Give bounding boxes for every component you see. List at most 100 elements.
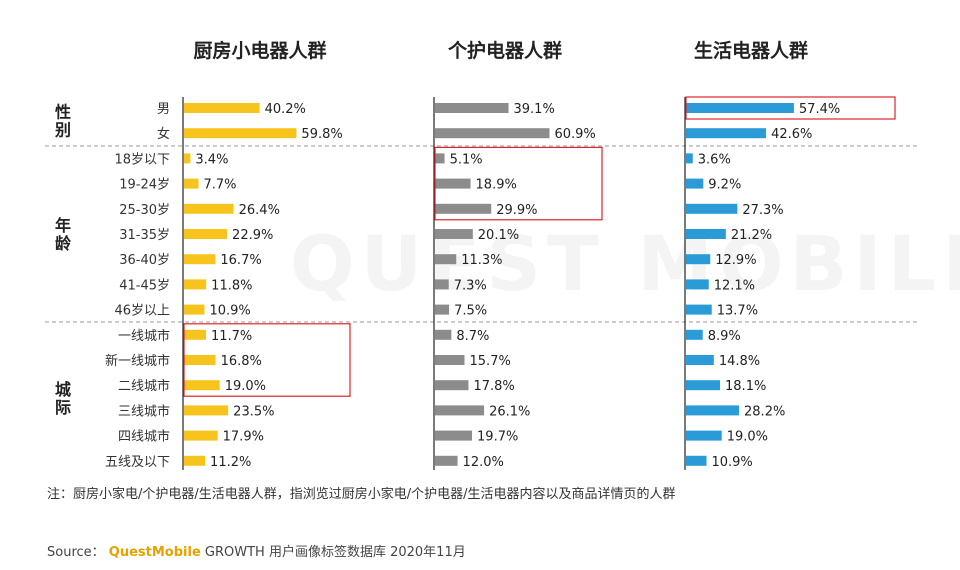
category-label: 一线城市 [118,328,170,344]
data-label: 9.2% [708,178,741,193]
category-label: 36-40岁 [119,253,170,268]
bar [184,455,206,466]
data-label: 18.1% [725,379,766,394]
data-label: 29.9% [496,203,537,218]
data-label: 59.8% [301,127,342,142]
data-label: 40.2% [265,102,306,117]
category-label: 46岁以上 [114,304,170,319]
data-label: 10.9% [209,304,250,319]
data-label: 17.8% [473,379,514,394]
source-text: GROWTH 用户画像标签数据库 2020年11月 [204,545,466,560]
bar [435,380,469,391]
bar [686,229,726,239]
bar [435,103,509,113]
category-label: 41-45岁 [119,278,170,293]
data-label: 26.1% [489,404,530,419]
data-label: 11.8% [211,278,252,293]
data-label: 28.2% [744,404,785,419]
category-label: 31-35岁 [119,228,170,243]
data-label: 39.1% [514,102,555,117]
highlight-box [434,146,603,221]
bar [184,178,199,189]
group-label: 城际 [55,380,71,417]
data-label: 22.9% [232,228,273,243]
data-label: 19.7% [477,430,518,445]
highlight-box [685,96,896,120]
category-label: 18岁以下 [114,152,170,167]
panel-title: 生活电器人群 [694,39,808,62]
data-label: 7.7% [203,178,236,193]
category-label: 25-30岁 [119,203,170,218]
data-label: 8.7% [456,329,489,344]
bar [184,103,260,113]
bar [686,430,722,441]
data-label: 18.9% [476,178,517,193]
data-label: 13.7% [717,304,758,319]
data-label: 16.8% [221,354,262,369]
bar [686,128,767,139]
group-label: 年龄 [55,216,72,253]
bar [184,329,206,340]
category-label: 新一线城市 [105,353,170,369]
data-label: 7.5% [454,304,487,319]
bar [184,355,216,365]
bar [435,254,457,265]
bar [435,153,445,164]
bar [686,455,707,466]
data-label: 20.1% [478,228,519,243]
data-label: 8.9% [708,329,741,344]
bar [686,103,794,113]
data-label: 11.2% [210,455,251,470]
data-label: 7.3% [454,278,487,293]
bar [686,329,703,340]
bar [435,279,449,290]
bar [435,355,465,365]
watermark-text: QUEST MOBILE [290,219,960,308]
data-label: 14.8% [719,354,760,369]
bar [686,304,712,315]
bar [184,380,220,391]
data-label: 12.9% [715,253,756,268]
panel-title: 个护电器人群 [447,39,562,62]
bar [184,153,191,164]
data-label: 10.9% [711,455,752,470]
data-label: 12.1% [714,278,755,293]
bar [435,128,550,139]
bar [184,203,234,214]
data-label: 15.7% [470,354,511,369]
data-label: 19.0% [727,430,768,445]
bar [686,203,738,214]
data-label: 21.2% [731,228,772,243]
category-label: 三线城市 [118,403,170,419]
data-label: 16.7% [220,253,261,268]
bar [686,380,721,391]
bar [184,254,216,265]
data-label: 57.4% [799,102,840,117]
bar [435,203,492,214]
category-label: 二线城市 [118,378,170,394]
bar [686,355,714,365]
data-label: 27.3% [742,203,783,218]
bar [184,405,229,416]
group-label: 性别 [54,103,71,140]
bar [686,279,709,290]
bar [686,178,704,189]
category-label: 男 [157,102,170,117]
bar [435,304,450,315]
data-label: 11.7% [211,329,252,344]
source-brand: QuestMobile [108,545,201,560]
data-label: 26.4% [239,203,280,218]
bar [435,405,485,416]
data-label: 17.9% [223,430,264,445]
bar [435,178,471,189]
bar [435,455,458,466]
category-label: 四线城市 [118,429,170,445]
data-label: 3.6% [698,152,731,167]
data-label: 12.0% [463,455,504,470]
bar [435,229,473,239]
bar [184,304,205,315]
bar [435,329,452,340]
bar [435,430,473,441]
data-label: 23.5% [233,404,274,419]
highlight-box [183,323,351,397]
